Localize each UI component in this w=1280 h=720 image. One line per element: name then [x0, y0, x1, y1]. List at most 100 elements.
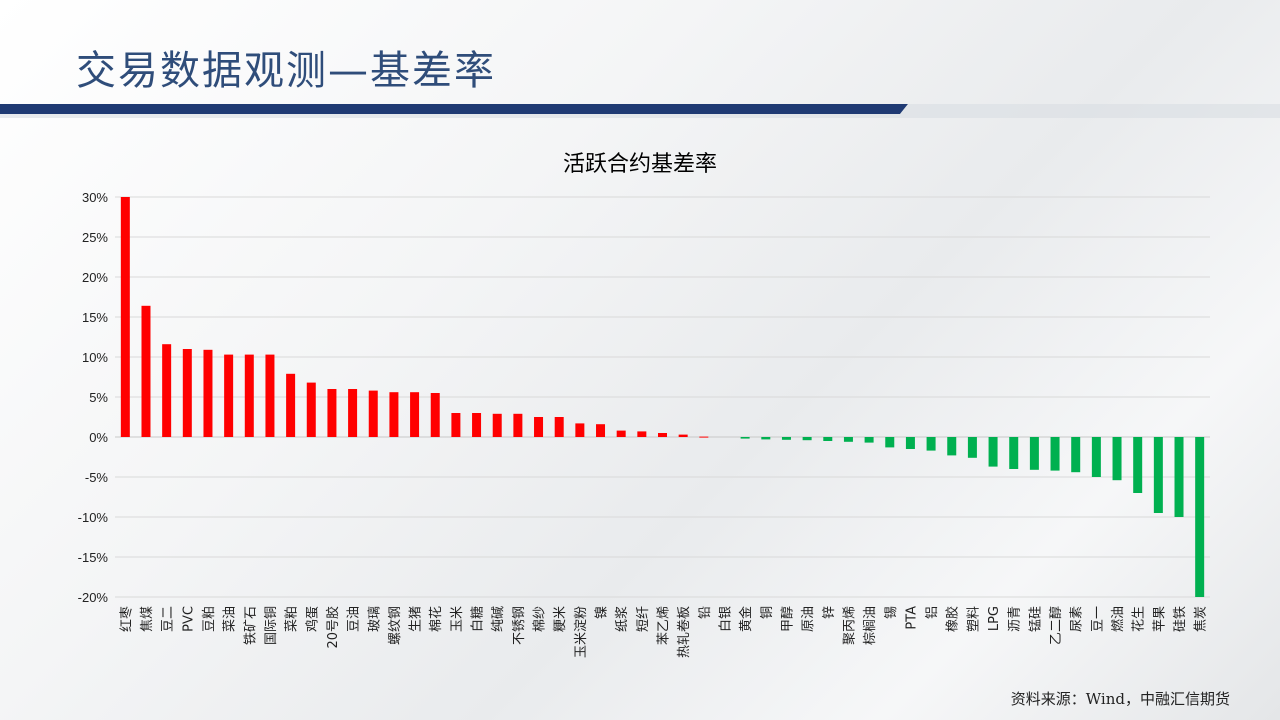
- x-tick-label: 硅铁: [1173, 606, 1188, 632]
- x-axis-labels: 红枣 焦煤 豆二 PVC 豆粕 菜油 铁矿石 国际铜 菜粕 鸡蛋 20号胶 豆油 玻璃 螺纹钢 生猪 棉花 玉米…: [118, 606, 1208, 658]
- bar: [327, 389, 337, 437]
- x-tick-label: 塑料: [966, 606, 981, 632]
- bar: [1133, 437, 1143, 493]
- x-tick-label: 苹果: [1152, 606, 1167, 632]
- x-tick-label: 棉花: [428, 606, 444, 632]
- x-tick-label: 沥青: [1008, 606, 1023, 632]
- bar: [947, 437, 957, 456]
- bar: [141, 305, 151, 437]
- bar: [1009, 437, 1019, 469]
- bar: [637, 431, 647, 437]
- x-tick-label: 锡: [884, 606, 899, 619]
- x-tick-label: 黄金: [738, 606, 754, 632]
- bar: [699, 436, 709, 438]
- x-tick-label: 橡胶: [945, 606, 961, 632]
- x-tick-label: PVC: [181, 606, 196, 632]
- bar: [616, 430, 626, 437]
- bar: [596, 424, 606, 437]
- bar: [802, 437, 812, 441]
- bar: [286, 373, 296, 437]
- x-tick-label: 玉米: [450, 606, 465, 632]
- x-tick-label: 白糖: [470, 606, 486, 632]
- bar: [678, 434, 688, 437]
- x-tick-label: 甲醇: [779, 606, 795, 632]
- bar: [430, 393, 440, 437]
- x-tick-label: 玉米淀粉: [574, 606, 589, 658]
- bar: [761, 437, 771, 440]
- x-tick-label: 20号胶: [325, 606, 341, 649]
- bar: [1195, 437, 1205, 597]
- bar: [575, 423, 585, 437]
- bar: [265, 354, 275, 437]
- x-tick-label: 燃油: [1110, 606, 1126, 632]
- x-tick-label: 铅: [698, 606, 713, 619]
- y-axis-ticks: 30% 25% 20% 15% 10% 5% 0% -5% -10% -15% -20%: [78, 190, 109, 605]
- x-tick-label: 豆粕: [202, 606, 217, 632]
- x-tick-label: 纯碱: [491, 606, 506, 632]
- chart-title: 活跃合约基差率: [563, 152, 717, 177]
- bar: [823, 437, 833, 441]
- bar: [410, 392, 420, 437]
- y-tick-label: 0%: [89, 430, 108, 445]
- bar: [368, 390, 378, 437]
- bar: [843, 437, 853, 442]
- y-tick-label: -15%: [78, 550, 109, 565]
- x-tick-label: 粳米: [553, 606, 568, 632]
- bar: [885, 437, 895, 448]
- y-tick-label: 10%: [82, 350, 108, 365]
- x-tick-label: 锰硅: [1028, 606, 1043, 632]
- bar: [988, 437, 998, 467]
- bar: [1029, 437, 1039, 470]
- y-tick-label: -20%: [78, 590, 109, 605]
- x-tick-label: 乙二醇: [1048, 606, 1064, 645]
- bar: [1112, 437, 1122, 481]
- bar: [513, 413, 523, 437]
- x-tick-label: 原油: [801, 606, 816, 632]
- bar: [162, 344, 172, 437]
- bar: [1091, 437, 1101, 477]
- y-tick-label: -10%: [78, 510, 109, 525]
- bar: [926, 437, 936, 451]
- y-tick-label: -5%: [85, 470, 109, 485]
- bar: [306, 382, 316, 437]
- x-tick-label: 锌: [822, 606, 837, 619]
- y-tick-label: 25%: [82, 230, 108, 245]
- bar: [492, 413, 502, 437]
- x-tick-label: 焦炭: [1194, 606, 1209, 632]
- bar: [740, 437, 750, 439]
- x-tick-label: 花生: [1131, 606, 1147, 632]
- x-tick-label: 短纤: [636, 606, 651, 632]
- x-tick-label: 铝: [925, 606, 940, 619]
- x-tick-label: 不锈钢: [512, 606, 527, 645]
- x-tick-label: 纸浆: [615, 606, 630, 632]
- bar: [1071, 437, 1081, 473]
- y-tick-label: 20%: [82, 270, 108, 285]
- x-tick-label: 铜: [760, 606, 775, 619]
- x-tick-label: 玻璃: [367, 606, 382, 632]
- bar: [905, 437, 915, 449]
- x-tick-label: 白银: [717, 606, 733, 632]
- bars: [120, 197, 1205, 597]
- bar: [224, 354, 234, 437]
- x-tick-label: 红枣: [118, 606, 134, 632]
- x-tick-label: 豆一: [1090, 606, 1105, 632]
- bar: [864, 437, 874, 443]
- x-tick-label: 铁矿石: [243, 606, 258, 645]
- bar: [534, 417, 544, 437]
- y-tick-label: 30%: [82, 190, 108, 205]
- x-tick-label: 镍: [595, 606, 610, 619]
- gridlines: [115, 196, 1210, 598]
- bar: [203, 349, 213, 437]
- bar: [120, 197, 130, 437]
- x-tick-label: 棕榈油: [863, 606, 878, 645]
- x-tick-label: 豆油: [347, 606, 362, 632]
- x-tick-label: 生猪: [409, 606, 424, 632]
- x-tick-label: 聚丙烯: [842, 606, 857, 645]
- bar: [348, 389, 358, 437]
- x-tick-label: LPG: [987, 606, 1002, 631]
- x-tick-label: 菜粕: [285, 606, 300, 632]
- x-tick-label: 焦煤: [140, 606, 155, 632]
- bar: [967, 437, 977, 458]
- x-tick-label: 豆二: [161, 606, 176, 632]
